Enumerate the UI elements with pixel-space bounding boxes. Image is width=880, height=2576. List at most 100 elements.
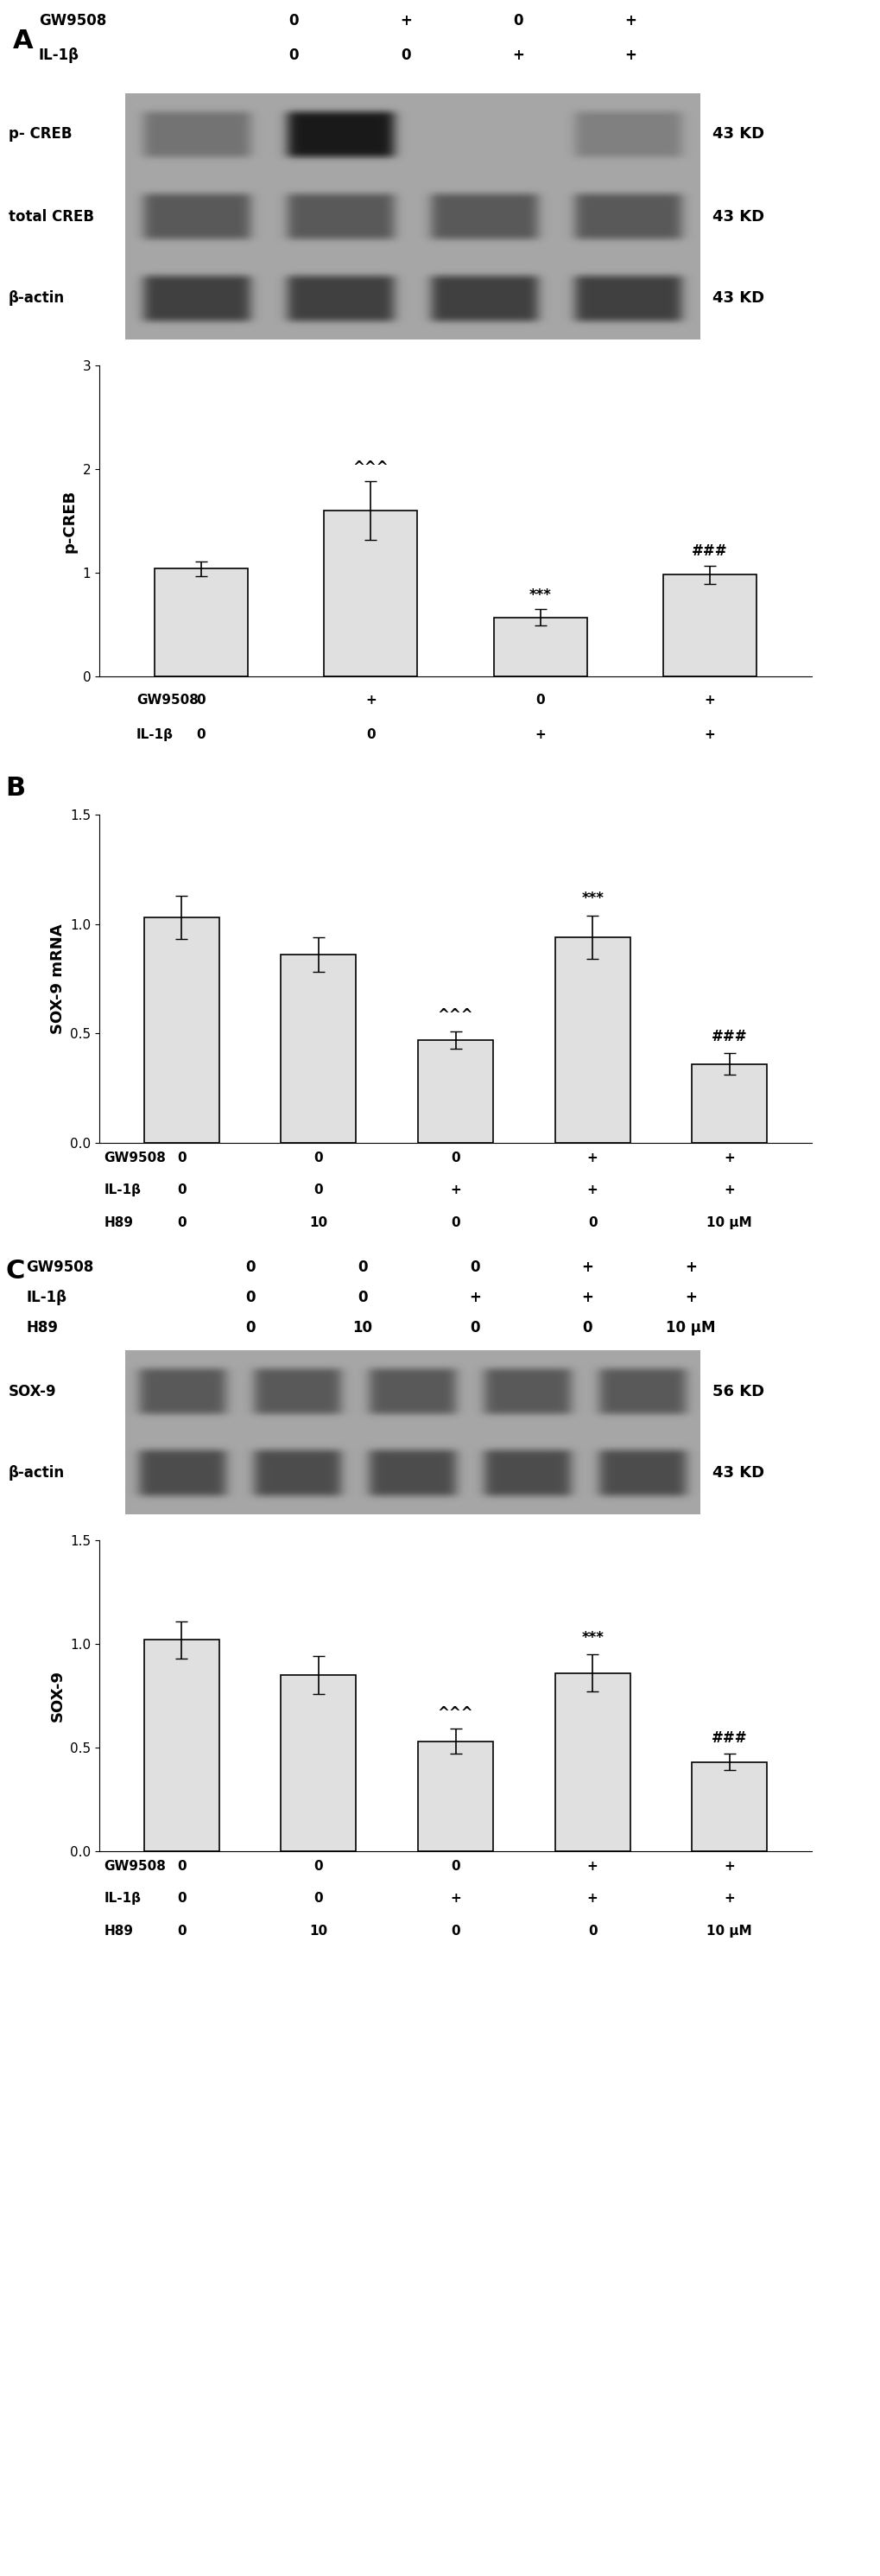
Text: +: + (723, 1891, 734, 1904)
Bar (554, 938, 629, 1144)
Text: 0: 0 (196, 729, 205, 742)
Text: IL-1β: IL-1β (136, 729, 173, 742)
Text: 10 μM: 10 μM (706, 1216, 752, 1229)
Text: +: + (450, 1182, 460, 1195)
Text: 10: 10 (309, 1216, 327, 1229)
Text: 0: 0 (587, 1216, 597, 1229)
Text: 0: 0 (313, 1182, 323, 1195)
Text: GW9508: GW9508 (26, 1260, 93, 1275)
Bar (417, 1741, 493, 1852)
Text: +: + (723, 1182, 734, 1195)
Text: 10: 10 (352, 1319, 372, 1334)
Text: 43 KD: 43 KD (712, 126, 764, 142)
Text: GW9508: GW9508 (104, 1151, 165, 1164)
Text: 0: 0 (451, 1216, 459, 1229)
Text: +: + (365, 693, 376, 706)
Text: GW9508: GW9508 (104, 1860, 165, 1873)
Y-axis label: SOX-9: SOX-9 (49, 1669, 65, 1721)
Text: 0: 0 (470, 1260, 480, 1275)
Text: 43 KD: 43 KD (712, 291, 764, 307)
Text: total CREB: total CREB (9, 209, 94, 224)
Bar (691, 1762, 766, 1852)
Text: ***: *** (529, 587, 551, 603)
Text: ###: ### (711, 1028, 747, 1043)
Text: +: + (685, 1291, 696, 1306)
Text: B: B (5, 775, 26, 801)
Text: p- CREB: p- CREB (9, 126, 72, 142)
Text: 0: 0 (357, 1260, 367, 1275)
Text: +: + (586, 1860, 598, 1873)
Y-axis label: SOX-9 mRNA: SOX-9 mRNA (49, 925, 65, 1033)
Text: 0: 0 (177, 1860, 186, 1873)
Text: ^^^: ^^^ (437, 1705, 473, 1721)
Text: 0: 0 (177, 1216, 186, 1229)
Text: β-actin: β-actin (9, 291, 65, 307)
Text: 56 KD: 56 KD (712, 1383, 764, 1399)
Bar (143, 917, 219, 1144)
Text: 0: 0 (313, 1860, 323, 1873)
Text: 10 μM: 10 μM (665, 1319, 715, 1334)
Text: GW9508: GW9508 (39, 13, 106, 28)
Text: 0: 0 (470, 1319, 480, 1334)
Y-axis label: p-CREB: p-CREB (62, 489, 77, 551)
Text: 0: 0 (366, 729, 375, 742)
Text: ***: *** (581, 1631, 603, 1646)
Text: +: + (723, 1151, 734, 1164)
Text: +: + (511, 46, 524, 62)
Text: 0: 0 (196, 693, 205, 706)
Text: IL-1β: IL-1β (39, 46, 79, 62)
Text: +: + (586, 1891, 598, 1904)
Text: ^^^: ^^^ (437, 1007, 473, 1023)
Text: +: + (624, 46, 635, 62)
Text: 0: 0 (357, 1291, 367, 1306)
Text: +: + (586, 1151, 598, 1164)
Text: +: + (704, 729, 715, 742)
Text: +: + (704, 693, 715, 706)
Bar (154, 569, 247, 677)
Text: GW9508: GW9508 (136, 693, 198, 706)
Text: 0: 0 (587, 1924, 597, 1937)
Text: IL-1β: IL-1β (104, 1182, 141, 1195)
Bar (554, 1672, 629, 1852)
Text: SOX-9: SOX-9 (9, 1383, 56, 1399)
Bar (324, 510, 417, 677)
Text: 0: 0 (177, 1182, 186, 1195)
Bar (691, 1064, 766, 1144)
Text: ^^^: ^^^ (352, 459, 388, 477)
Text: C: C (5, 1260, 25, 1283)
Text: 0: 0 (313, 1891, 323, 1904)
Text: +: + (581, 1291, 592, 1306)
Bar (493, 618, 586, 677)
Text: 0: 0 (289, 13, 298, 28)
Text: IL-1β: IL-1β (104, 1891, 141, 1904)
Text: +: + (468, 1291, 480, 1306)
Bar (143, 1641, 219, 1852)
Text: 0: 0 (535, 693, 545, 706)
Text: ***: *** (581, 891, 603, 907)
Text: ###: ### (692, 544, 727, 559)
Bar (281, 956, 356, 1144)
Text: 43 KD: 43 KD (712, 209, 764, 224)
Text: 0: 0 (451, 1151, 459, 1164)
Text: H89: H89 (26, 1319, 58, 1334)
Text: 0: 0 (400, 46, 410, 62)
Text: 0: 0 (582, 1319, 591, 1334)
Text: 10: 10 (309, 1924, 327, 1937)
Text: +: + (723, 1860, 734, 1873)
Text: 0: 0 (177, 1891, 186, 1904)
Text: 0: 0 (451, 1924, 459, 1937)
Text: 0: 0 (289, 46, 298, 62)
Text: +: + (586, 1182, 598, 1195)
Text: β-actin: β-actin (9, 1466, 65, 1481)
Bar (281, 1674, 356, 1852)
Text: 10 μM: 10 μM (706, 1924, 752, 1937)
Bar (663, 574, 756, 677)
Text: +: + (581, 1260, 592, 1275)
Text: 0: 0 (451, 1860, 459, 1873)
Text: +: + (624, 13, 635, 28)
Text: +: + (685, 1260, 696, 1275)
Text: 43 KD: 43 KD (712, 1466, 764, 1481)
Text: 0: 0 (177, 1924, 186, 1937)
Text: 0: 0 (513, 13, 523, 28)
Text: 0: 0 (246, 1291, 255, 1306)
